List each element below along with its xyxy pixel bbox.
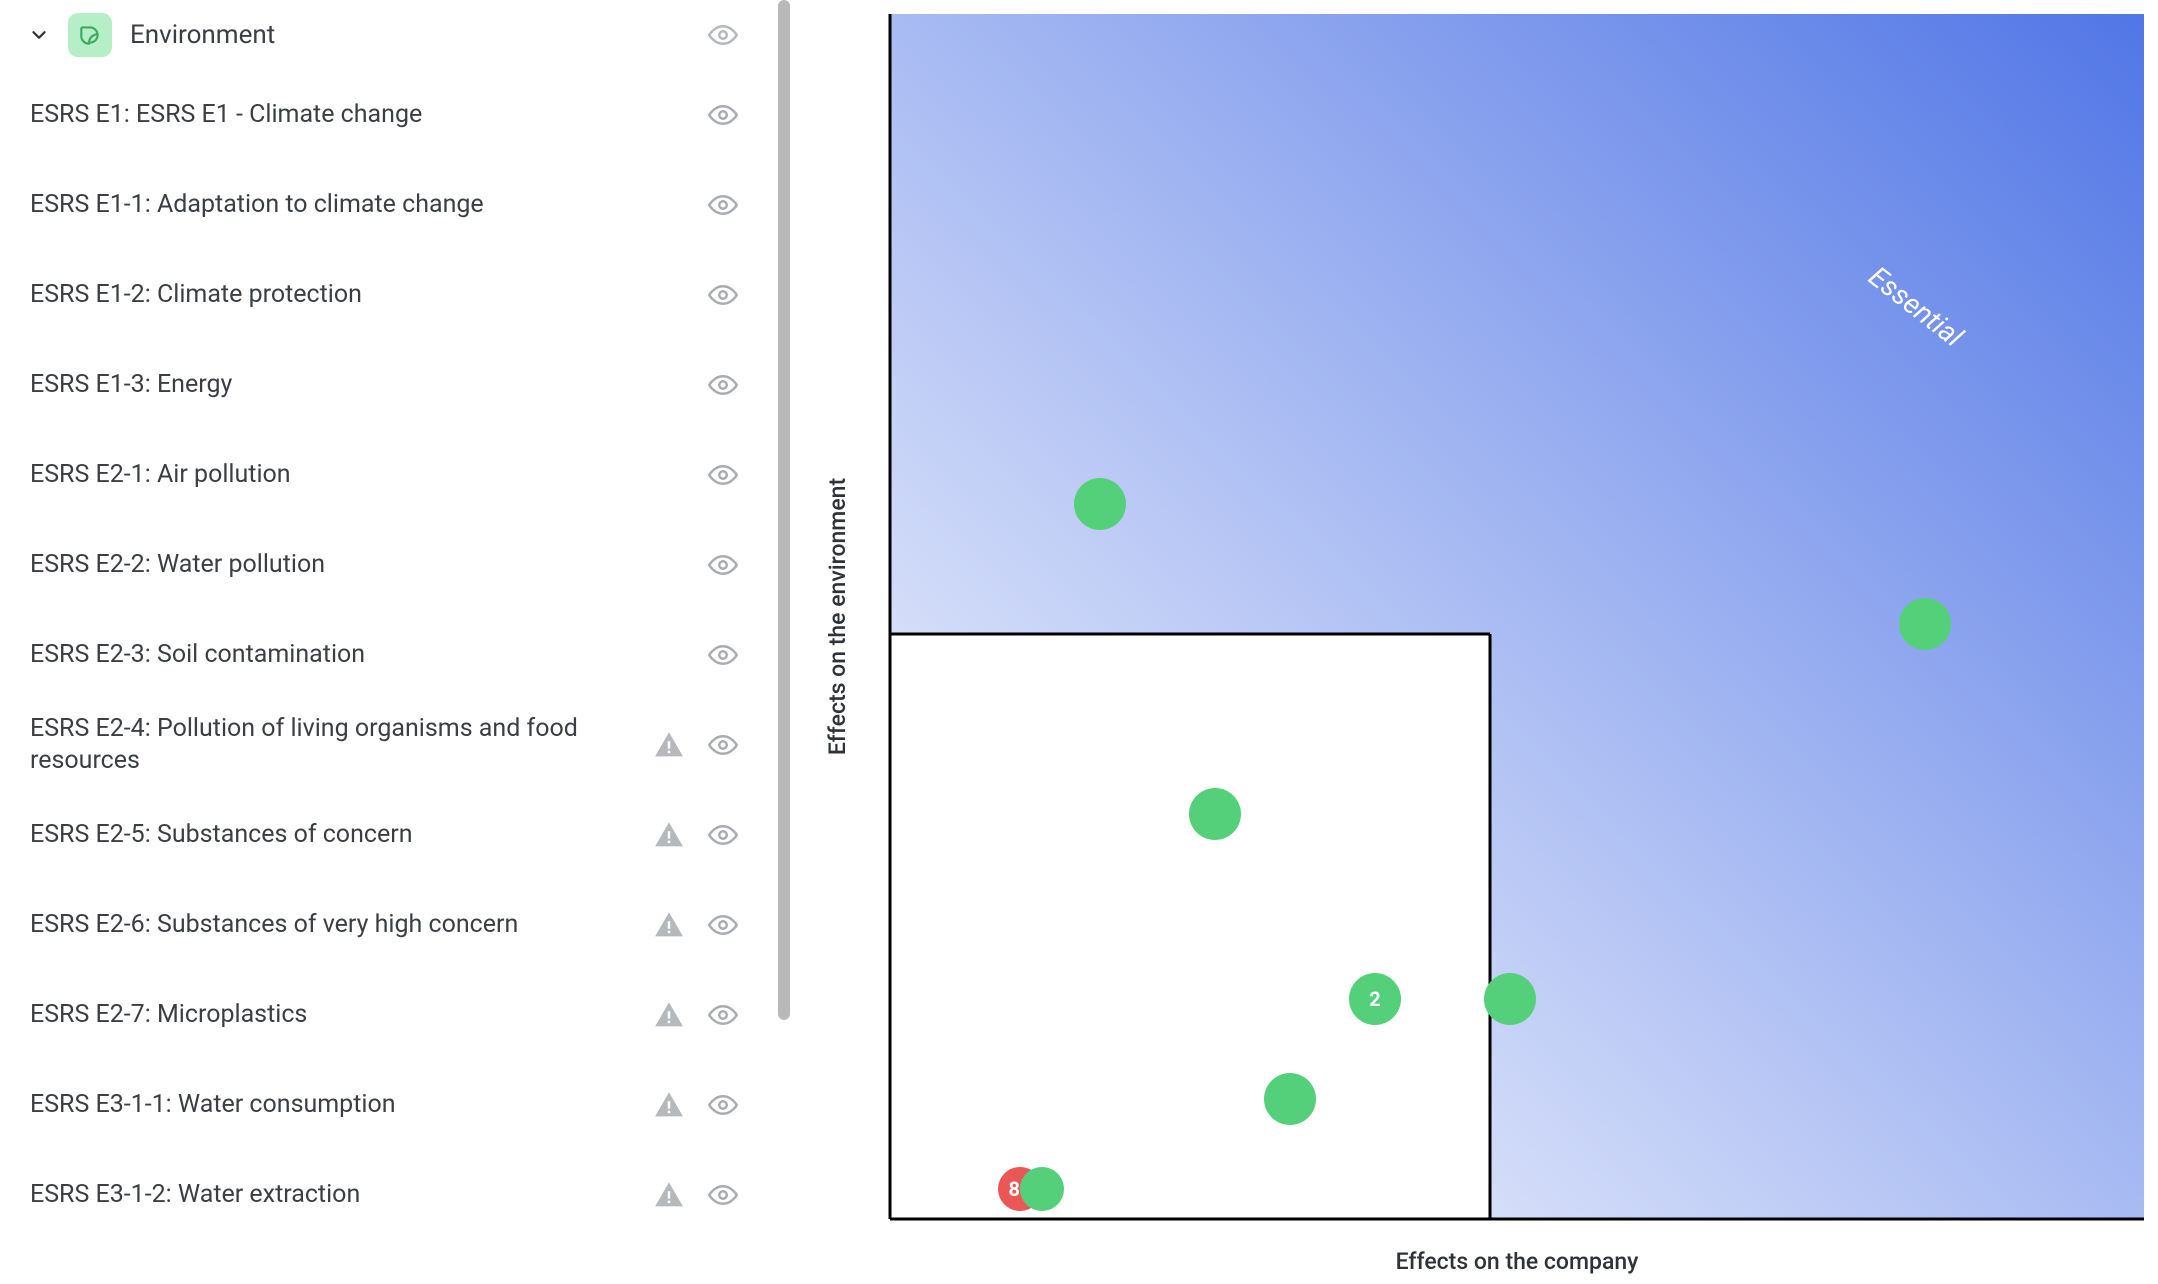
sidebar-item-icons [708,460,738,490]
sidebar-item[interactable]: ESRS E2-1: Air pollution [0,430,768,520]
sidebar-item-label: ESRS E1-3: Energy [30,369,232,402]
eye-icon[interactable] [708,1180,738,1210]
sidebar-item-label: ESRS E2-7: Microplastics [30,999,307,1032]
sidebar-item[interactable]: ESRS E1-3: Energy [0,340,768,430]
sidebar-item-icons [708,370,738,400]
y-axis-label: Effects on the environment [824,478,851,756]
sidebar-item-label: ESRS E2-5: Substances of concern [30,819,413,852]
sidebar-item-label: ESRS E2-6: Substances of very high conce… [30,909,518,942]
sidebar-item-label: ESRS E1-1: Adaptation to climate change [30,189,484,222]
warning-icon [654,1090,684,1120]
bubble[interactable] [1074,478,1126,530]
sidebar-item-label: ESRS E1: ESRS E1 - Climate change [30,99,422,132]
warning-icon [654,1180,684,1210]
warning-icon [654,910,684,940]
sidebar-item[interactable]: ESRS E1-1: Adaptation to climate change [0,160,768,250]
leaf-icon [68,13,112,57]
sidebar-item[interactable]: ESRS E1-2: Climate protection [0,250,768,340]
sidebar-item-icons [708,640,738,670]
sidebar-item[interactable]: ESRS E2-6: Substances of very high conce… [0,880,768,970]
sidebar: Environment ESRS E1: ESRS E1 - Climate c… [0,0,790,1284]
eye-icon[interactable] [708,190,738,220]
scrollbar[interactable] [778,0,790,1020]
sidebar-item[interactable]: ESRS E3-1-1: Water consumption [0,1060,768,1150]
warning-icon [654,1000,684,1030]
sidebar-item-label: ESRS E1-2: Climate protection [30,279,362,312]
eye-icon[interactable] [708,280,738,310]
bubble[interactable] [1899,598,1951,650]
bubble[interactable] [1020,1167,1064,1211]
scrollbar-thumb[interactable] [778,0,790,1020]
category-row-environment[interactable]: Environment [0,0,768,70]
eye-icon[interactable] [708,1000,738,1030]
bubble-label: 2 [1369,987,1380,1011]
eye-icon[interactable] [708,460,738,490]
category-label: Environment [130,20,275,50]
eye-icon[interactable] [708,730,738,760]
sidebar-item-icons [708,550,738,580]
chevron-down-icon[interactable] [28,24,50,46]
chart-svg: Effects on the environment Effects on the… [790,14,2144,1284]
sidebar-item[interactable]: ESRS E2-2: Water pollution [0,520,768,610]
threshold-region [890,634,1490,1219]
eye-icon[interactable] [708,1090,738,1120]
sidebar-item[interactable]: ESRS E1: ESRS E1 - Climate change [0,70,768,160]
sidebar-list: ESRS E1: ESRS E1 - Climate change ESRS E1… [0,70,768,1240]
sidebar-item-icons [708,190,738,220]
eye-icon[interactable] [708,100,738,130]
sidebar-item-icons [708,280,738,310]
sidebar-item-icons [654,730,738,760]
sidebar-item-icons [654,1000,738,1030]
eye-icon[interactable] [708,640,738,670]
eye-icon[interactable] [708,910,738,940]
bubble[interactable] [1189,788,1241,840]
sidebar-item-label: ESRS E2-2: Water pollution [30,549,325,582]
app-root: Environment ESRS E1: ESRS E1 - Climate c… [0,0,2158,1284]
sidebar-item-icons [654,820,738,850]
eye-icon[interactable] [708,550,738,580]
warning-icon [654,730,684,760]
sidebar-item-icons [654,910,738,940]
sidebar-item-label: ESRS E3-1-1: Water consumption [30,1089,396,1122]
materiality-chart: Effects on the environment Effects on the… [790,0,2158,1284]
sidebar-item[interactable]: ESRS E2-5: Substances of concern [0,790,768,880]
eye-icon[interactable] [708,820,738,850]
eye-icon[interactable] [708,370,738,400]
sidebar-item-label: ESRS E2-3: Soil contamination [30,639,365,672]
sidebar-item-icons [654,1180,738,1210]
sidebar-item-label: ESRS E2-1: Air pollution [30,459,291,492]
sidebar-item[interactable]: ESRS E3-1-2: Water extraction [0,1150,768,1240]
bubble[interactable] [1264,1073,1316,1125]
sidebar-item-icons [708,100,738,130]
warning-icon [654,820,684,850]
bubble[interactable] [1484,973,1536,1025]
sidebar-item-icons [654,1090,738,1120]
eye-icon[interactable] [708,20,738,50]
sidebar-item[interactable]: ESRS E2-7: Microplastics [0,970,768,1060]
sidebar-item-label: ESRS E2-4: Pollution of living organisms… [30,713,630,778]
sidebar-item[interactable]: ESRS E2-4: Pollution of living organisms… [0,700,768,790]
x-axis-label: Effects on the company [1396,1248,1640,1275]
sidebar-item-label: ESRS E3-1-2: Water extraction [30,1179,360,1212]
sidebar-item[interactable]: ESRS E2-3: Soil contamination [0,610,768,700]
